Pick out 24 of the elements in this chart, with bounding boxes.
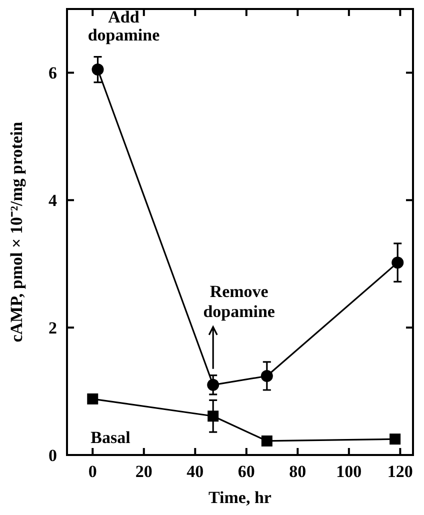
point [260,370,273,382]
y-tick-label: 2 [48,318,57,338]
point [392,256,404,269]
annotation: Add dopamine [88,8,160,45]
series-label: Basal [90,428,131,447]
y-axis-title: cAMP, pmol × 10⁻²/mg protein [7,121,26,342]
point [207,378,220,391]
x-tick-label: 120 [387,462,413,481]
x-axis-title: Time, hr [208,488,272,507]
x-tick-label: 0 [88,462,97,481]
x-tick-label: 40 [186,462,204,481]
x-tick-label: 80 [289,462,306,481]
annotation: Remove dopamine [203,282,276,321]
x-tick-label: 100 [336,462,362,481]
point [208,410,219,422]
y-tick-label: 4 [48,191,58,210]
y-tick-label: 0 [48,446,57,465]
point [87,393,98,404]
x-tick-label: 60 [238,462,255,481]
point [390,434,401,445]
x-tick-label: 20 [135,462,152,481]
point [261,435,272,446]
point [92,64,104,76]
y-tick-label: 6 [48,64,57,83]
